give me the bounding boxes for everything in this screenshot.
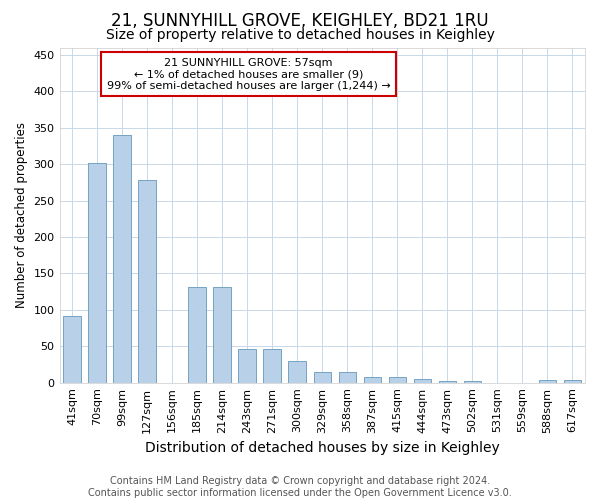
Bar (413, 379, 431, 382)
Bar (539, 380, 556, 382)
Bar (139, 180, 156, 382)
Text: Size of property relative to detached houses in Keighley: Size of property relative to detached ho… (106, 28, 494, 42)
Bar (439, 381, 456, 382)
Bar (88, 164, 106, 382)
Bar (188, 287, 206, 382)
Bar (214, 287, 231, 382)
Y-axis label: Number of detached properties: Number of detached properties (15, 122, 28, 308)
Text: 21 SUNNYHILL GROVE: 57sqm
← 1% of detached houses are smaller (9)
99% of semi-de: 21 SUNNYHILL GROVE: 57sqm ← 1% of detach… (107, 58, 391, 91)
Bar (564, 380, 581, 382)
Bar (263, 349, 281, 382)
Bar (314, 372, 331, 382)
Bar (389, 377, 406, 382)
Bar (238, 349, 256, 382)
X-axis label: Distribution of detached houses by size in Keighley: Distribution of detached houses by size … (145, 441, 500, 455)
Text: Contains HM Land Registry data © Crown copyright and database right 2024.
Contai: Contains HM Land Registry data © Crown c… (88, 476, 512, 498)
Bar (289, 361, 306, 382)
Text: 21, SUNNYHILL GROVE, KEIGHLEY, BD21 1RU: 21, SUNNYHILL GROVE, KEIGHLEY, BD21 1RU (111, 12, 489, 30)
Bar (113, 135, 131, 382)
Bar (63, 316, 81, 382)
Bar (338, 372, 356, 382)
Bar (364, 377, 381, 382)
Bar (464, 381, 481, 382)
